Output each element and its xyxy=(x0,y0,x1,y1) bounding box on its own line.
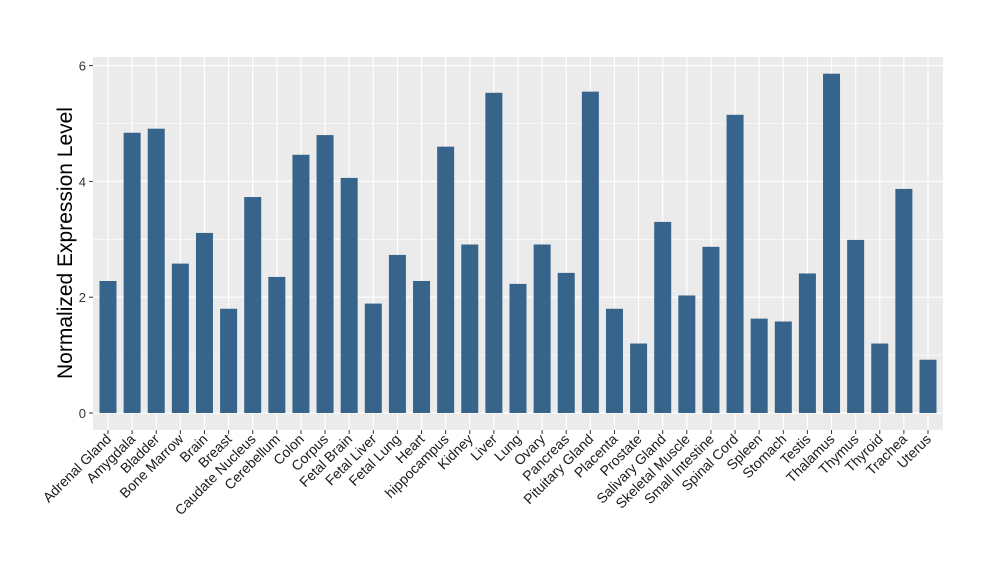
bar-kidney xyxy=(461,244,479,413)
y-axis-title: Normalized Expression Level xyxy=(54,107,77,379)
bar-thyroid xyxy=(871,343,889,413)
bar-corpus xyxy=(316,135,334,413)
bar-pituitary-gland xyxy=(581,91,599,413)
bar-bladder xyxy=(147,128,165,413)
bar-pancreas xyxy=(557,272,575,413)
bar-ovary xyxy=(533,244,551,413)
bars xyxy=(99,73,937,414)
bar-brain xyxy=(195,232,213,413)
bar-fetal-liver xyxy=(364,303,382,413)
bar-placenta xyxy=(605,308,623,413)
bar-bone-marrow xyxy=(171,263,189,413)
bar-cerebellum xyxy=(268,276,286,413)
bar-thymus xyxy=(847,239,865,413)
y-tick-label: 4 xyxy=(79,174,86,189)
y-axis: 0 2 4 6 xyxy=(79,59,93,421)
bar-liver xyxy=(485,92,503,414)
bar-small-intestine xyxy=(702,246,720,413)
bar-caudate-nucleus xyxy=(244,197,262,413)
bar-uterus xyxy=(919,359,937,413)
bar-heart xyxy=(413,280,431,413)
y-tick-label: 2 xyxy=(79,290,86,305)
y-tick-label: 0 xyxy=(79,406,86,421)
bar-prostate xyxy=(630,343,648,413)
bar-salivary-gland xyxy=(654,221,672,413)
bar-spleen xyxy=(750,318,768,413)
bar-testis xyxy=(798,273,816,413)
bar-spinal-cord xyxy=(726,114,744,413)
bar-adrenal-gland xyxy=(99,280,117,413)
bar-hippocampus xyxy=(437,146,455,413)
bar-fetal-lung xyxy=(388,254,406,413)
bar-fetal-brain xyxy=(340,177,358,413)
bar-trachea xyxy=(895,188,913,413)
bar-lung xyxy=(509,283,527,413)
y-tick-label: 6 xyxy=(79,59,86,74)
bar-thalamus xyxy=(823,73,841,414)
bar-skeletal-muscle xyxy=(678,295,696,413)
bar-breast xyxy=(220,308,238,413)
bar-stomach xyxy=(774,321,792,413)
bar-amygdala xyxy=(123,132,141,413)
bar-colon xyxy=(292,154,310,414)
